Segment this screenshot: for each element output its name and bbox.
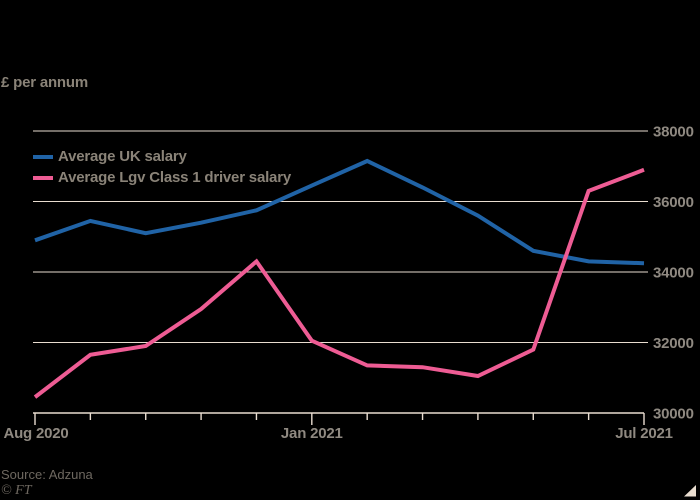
x-tick-label-jul-2021: Jul 2021 — [615, 425, 673, 442]
y-tick-label-36000: 36000 — [653, 194, 694, 211]
ft-logo: © FT — [1, 483, 32, 498]
chart-subtitle: £ per annum — [1, 74, 88, 91]
y-tick-label-32000: 32000 — [653, 335, 694, 352]
legend-marker-uk-salary-icon — [33, 154, 53, 159]
legend-item-uk-salary: Average UK salary — [33, 146, 291, 167]
x-tick-label-jan-2021: Jan 2021 — [281, 425, 343, 442]
corner-triangle-icon — [684, 485, 696, 497]
legend-label-uk-salary: Average UK salary — [58, 148, 187, 165]
y-tick-label-30000: 30000 — [653, 406, 694, 423]
legend-marker-lgv-driver-salary-icon — [33, 175, 53, 180]
chart-legend: Average UK salary Average Lgv Class 1 dr… — [33, 146, 291, 188]
source-note: Source: Adzuna — [1, 467, 93, 482]
y-tick-label-34000: 34000 — [653, 265, 694, 282]
x-tick-label-aug-2020: Aug 2020 — [3, 425, 68, 442]
legend-label-lgv-driver-salary: Average Lgv Class 1 driver salary — [58, 169, 291, 186]
y-tick-label-38000: 38000 — [653, 124, 694, 141]
series-line-average-uk-salary — [34, 158, 645, 266]
legend-item-lgv-driver-salary: Average Lgv Class 1 driver salary — [33, 167, 291, 188]
series-line-average-lgv-class-1-driver-salary — [33, 167, 645, 399]
